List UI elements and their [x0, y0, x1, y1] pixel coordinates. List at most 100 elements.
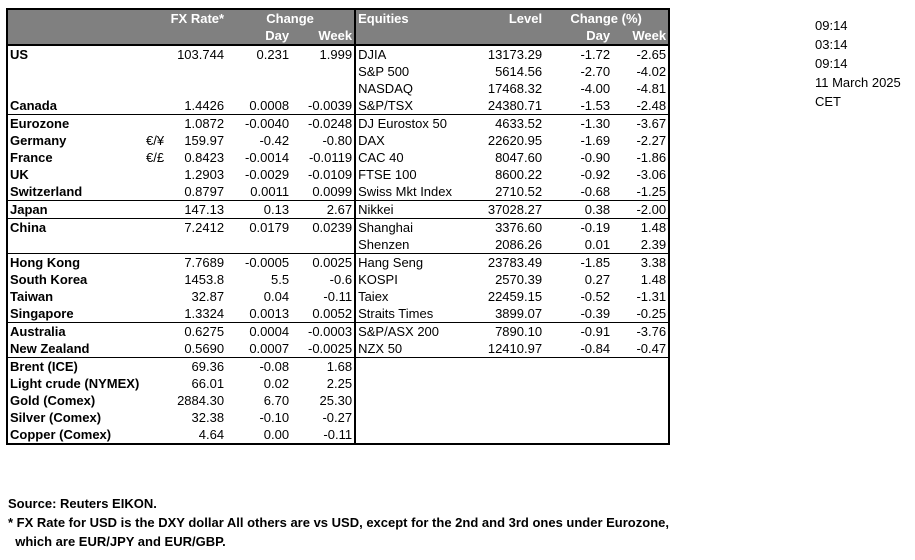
fx-rate-value: 1.3324 [184, 306, 225, 321]
equity-day-change: -1.72 [544, 44, 613, 63]
fx-week-change: -0.11 [323, 289, 353, 304]
country-label: China [7, 218, 144, 236]
equity-level: 24380.71 [487, 98, 543, 113]
table-row: Japan 147.13 0.13 2.67 Nikkei 37028.27 0.38 -2.… [7, 200, 670, 219]
market-summary-table: FX Rate* Change Equities Level Change (%… [6, 8, 671, 445]
fx-rate-value: 0.8797 [184, 184, 225, 199]
equity-day-change [544, 375, 612, 392]
table-row: Germany €/¥ 159.97 -0.42 -0.80 DAX 22620.95 -1.… [7, 132, 669, 149]
fx-day-change: -0.0014 [244, 150, 290, 165]
side-info-line: 03:14 [815, 37, 848, 52]
side-info-date: 11 March 2025 [815, 75, 901, 90]
pair-symbol: €/£ [146, 150, 165, 165]
fx-day-change: 0.0007 [249, 341, 290, 356]
header-level: Level [471, 9, 545, 27]
equity-week-change: 2.39 [640, 237, 667, 252]
fx-day-change [226, 63, 291, 80]
fx-day-change: 0.0013 [249, 306, 290, 321]
pair-symbol [144, 305, 166, 323]
table-row: Australia 0.6275 0.0004 -0.0003 S&P/ASX 200 7… [7, 322, 670, 340]
country-label: Light crude (NYMEX) [10, 376, 140, 391]
equity-day-change: -0.68 [580, 184, 611, 199]
fx-day-change: 0.13 [226, 200, 292, 219]
table-row: Copper (Comex) 4.64 0.00 -0.11 [7, 426, 669, 444]
equity-day-change [544, 426, 612, 444]
fx-day-change: 0.231 [226, 44, 292, 63]
equity-index-name: DAX [354, 132, 472, 149]
equity-week-change [612, 357, 670, 375]
equity-day-change: -0.19 [544, 218, 613, 236]
fx-week-change: 2.67 [291, 200, 356, 219]
fx-week-change: 1.68 [291, 357, 356, 375]
table-row: Taiwan 32.87 0.04 -0.11 Taiex 22459.15 -0.52 -1… [7, 288, 669, 305]
equity-day-change: 0.38 [544, 200, 613, 219]
equity-day-change [544, 409, 612, 426]
country-label: Singapore [10, 306, 74, 321]
fx-week-change: -0.80 [322, 133, 353, 148]
header-eq-day: Day [544, 27, 613, 45]
fx-rate-value [166, 236, 226, 254]
pair-symbol [144, 409, 166, 426]
country-label: UK [10, 167, 29, 182]
fx-day-change: 0.04 [263, 289, 290, 304]
table-row: China 7.2412 0.0179 0.0239 Shanghai 3376.60 -0… [7, 218, 670, 236]
equity-level: 3376.60 [471, 218, 545, 236]
fx-week-change: 0.0099 [312, 184, 353, 199]
equity-index-name [354, 357, 472, 375]
equity-level: 13173.29 [471, 44, 545, 63]
equity-level: 7890.10 [471, 322, 545, 340]
country-label [7, 236, 144, 254]
fx-rate-value: 0.6275 [166, 322, 227, 340]
fx-rate-value: 1.0872 [166, 114, 227, 132]
pair-symbol [144, 322, 167, 340]
equity-week-change: -3.67 [612, 114, 670, 132]
equity-week-change [612, 392, 669, 409]
table-row: US 103.744 0.231 1.999 DJIA 13173.29 -1.72 -2.6… [7, 44, 670, 63]
fx-day-change: 5.5 [271, 272, 290, 287]
fx-rate-value: 32.87 [191, 289, 225, 304]
pair-symbol [144, 426, 166, 444]
header-row-1: FX Rate* Change Equities Level Change (%… [7, 9, 670, 27]
header-blank [7, 9, 144, 27]
equity-level: 23783.49 [471, 253, 545, 271]
equity-week-change: -0.25 [636, 306, 667, 321]
equity-index-name: S&P/ASX 200 [354, 322, 472, 340]
table-row: NASDAQ 17468.32 -4.00 -4.81 [7, 80, 669, 97]
fx-rate-value: 7.7689 [166, 253, 227, 271]
pair-symbol [144, 166, 166, 183]
fx-day-change: 0.0004 [226, 322, 292, 340]
equity-index-name: Nikkei [354, 200, 472, 219]
header-fx-rate: FX Rate* [166, 9, 227, 27]
table-row: France €/£ 0.8423 -0.0014 -0.0119 CAC 40 8047.… [7, 149, 669, 166]
fx-rate-value: 69.36 [166, 357, 227, 375]
country-label: Copper (Comex) [10, 427, 112, 442]
fx-rate-value: 1.4426 [184, 98, 225, 113]
equity-day-change: -0.52 [580, 289, 611, 304]
fx-week-change: -0.0003 [291, 322, 356, 340]
pair-symbol [144, 44, 167, 63]
fx-week-change: -0.0025 [307, 341, 353, 356]
fx-week-change: -0.27 [322, 410, 353, 425]
country-label: Germany [10, 133, 67, 148]
country-label [7, 80, 144, 97]
table-row: Shenzen 2086.26 0.01 2.39 [7, 236, 669, 254]
fx-rate-value: 147.13 [166, 200, 227, 219]
table-row: S&P 500 5614.56 -2.70 -4.02 [7, 63, 669, 80]
table-body: US 103.744 0.231 1.999 DJIA 13173.29 -1.72 -2.6… [7, 44, 670, 444]
fx-week-change: 0.0025 [291, 253, 356, 271]
equity-day-change: 0.01 [584, 237, 611, 252]
header-blank [144, 9, 167, 27]
side-info-timezone: CET [815, 94, 841, 109]
country-label: Australia [7, 322, 144, 340]
fx-week-change: -0.6 [329, 272, 353, 287]
equity-day-change: -1.30 [544, 114, 613, 132]
fx-rate-value: 1.2903 [184, 167, 225, 182]
equity-level: 3899.07 [495, 306, 543, 321]
header-equities: Equities [354, 9, 472, 27]
equity-week-change: -4.02 [636, 64, 667, 79]
fx-week-change: 1.999 [291, 44, 356, 63]
header-blank [144, 27, 167, 45]
country-label: Japan [7, 200, 144, 219]
equity-day-change: 0.27 [584, 272, 611, 287]
equity-day-change [544, 392, 612, 409]
